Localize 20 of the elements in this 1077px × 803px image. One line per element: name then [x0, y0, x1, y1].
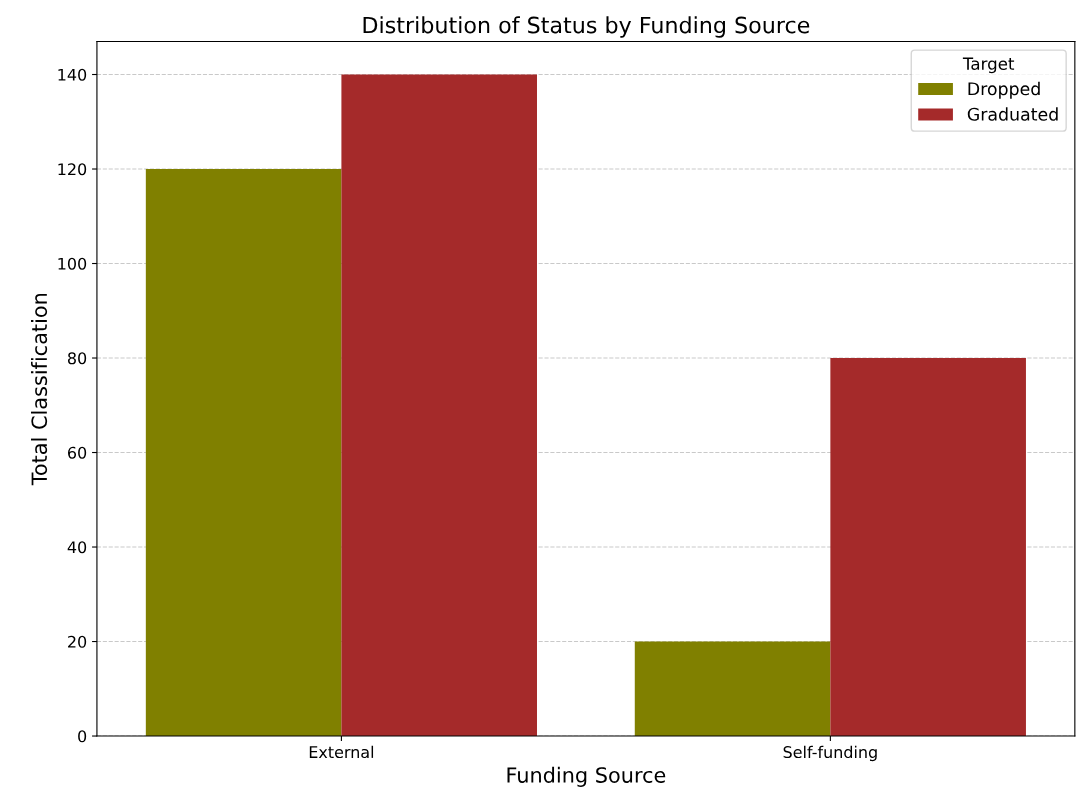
- y-tick-label: 140: [58, 68, 87, 81]
- y-tick-label: 100: [58, 257, 87, 270]
- legend-label: Dropped: [968, 81, 1040, 99]
- chart-title: Distribution of Status by Funding Source: [363, 16, 810, 38]
- bar: [145, 169, 342, 737]
- x-tick-label: Self-funding: [783, 745, 877, 762]
- legend-title: Target: [962, 57, 1015, 74]
- y-tick-label: 80: [67, 352, 87, 365]
- x-axis-title: Funding Source: [507, 766, 666, 787]
- y-axis-title: Total Classification: [31, 293, 48, 486]
- bar: [830, 358, 1026, 737]
- y-tick-label: 0: [78, 730, 87, 743]
- y-tick-label: 120: [58, 163, 87, 176]
- y-tick-label: 60: [68, 446, 87, 459]
- y-tick-label: 20: [68, 635, 87, 648]
- x-tick-label: External: [309, 745, 374, 759]
- y-tick-label: 40: [67, 541, 87, 554]
- legend-label: Graduated: [967, 107, 1058, 121]
- bar: [341, 74, 537, 737]
- bar: [634, 641, 831, 737]
